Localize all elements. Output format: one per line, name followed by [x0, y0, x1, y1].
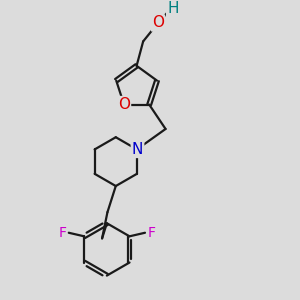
- Text: H: H: [167, 2, 179, 16]
- Text: O: O: [118, 97, 130, 112]
- Text: F: F: [58, 226, 66, 240]
- Text: F: F: [148, 226, 156, 240]
- Text: N: N: [132, 142, 143, 157]
- Text: O: O: [152, 16, 164, 31]
